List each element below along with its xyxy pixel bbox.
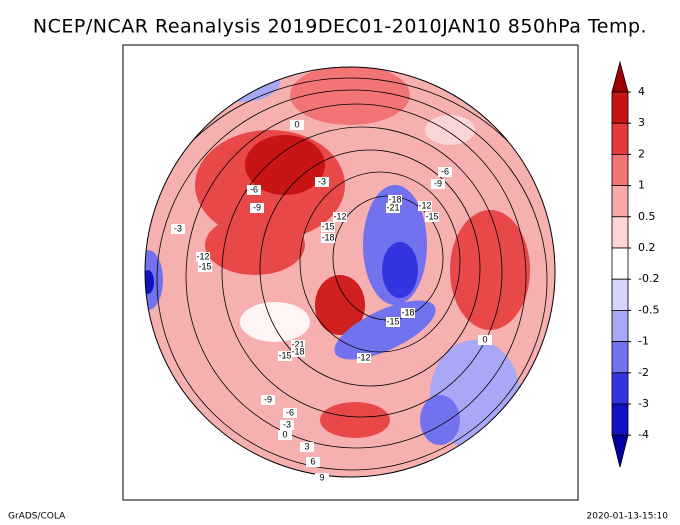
colorbar-band <box>611 153 629 186</box>
contour-label: -18 <box>388 194 401 204</box>
contour-label: -21 <box>386 202 399 212</box>
colorbar-tick-label: 2 <box>638 147 645 160</box>
contour-label: -12 <box>418 200 431 210</box>
contour-label: 0 <box>294 119 299 129</box>
contour-label-bg <box>198 262 212 272</box>
contour-label: -15 <box>198 261 211 271</box>
colorbar-top-triangle <box>611 60 629 93</box>
contour-label: -18 <box>401 307 414 317</box>
contour-label-bg <box>388 195 402 205</box>
colorbar-tick-label: -0.5 <box>638 303 659 316</box>
contour-label-bg <box>321 233 335 243</box>
colorbar-tick-label: 0.2 <box>638 241 656 254</box>
contour-label-bg <box>315 473 329 483</box>
contour-label: -15 <box>425 211 438 221</box>
contour-label: -9 <box>253 202 261 212</box>
contour-label-bg <box>300 442 314 452</box>
colorbar-band <box>611 122 629 155</box>
contour-label-bg <box>261 395 275 405</box>
colorbar-tick-label: 4 <box>638 85 645 98</box>
contour-label-bg <box>291 347 305 357</box>
colorbar-band <box>611 91 629 124</box>
colorbar-band <box>611 185 629 218</box>
contour-label: -6 <box>250 184 258 194</box>
contour-label: -12 <box>333 211 346 221</box>
contour-label: -12 <box>196 251 209 261</box>
contour-label-bg <box>386 317 400 327</box>
colorbar-tick-label: -1 <box>638 335 649 348</box>
contour-label-bg <box>425 212 439 222</box>
contour-label-bg <box>247 185 261 195</box>
colorbar-band <box>611 247 629 280</box>
contour-label: -15 <box>321 221 334 231</box>
contour-label: -3 <box>174 223 182 233</box>
contour-label: -3 <box>283 419 291 429</box>
colorbar-tick-label: 3 <box>638 116 645 129</box>
contour-label-bg <box>250 203 264 213</box>
contour-label: -6 <box>286 407 294 417</box>
colorbar-tick-label: -2 <box>638 366 649 379</box>
contour-label-bg <box>386 203 400 213</box>
colorbar-tick-label: -4 <box>638 428 649 441</box>
contour-label-bg <box>478 335 492 345</box>
colorbar-tick-label: 1 <box>638 179 645 192</box>
contour-label-bg <box>278 351 292 361</box>
footer-right: 2020-01-13-15:10 <box>587 512 669 522</box>
colorbar-band <box>611 372 629 405</box>
contour-label-bg <box>280 420 294 430</box>
colorbar-tick-label: -0.2 <box>638 272 659 285</box>
contour-label: 3 <box>304 441 309 451</box>
map-boundary <box>144 66 556 478</box>
footer-left: GrADS/COLA <box>8 512 66 522</box>
map-frame <box>122 44 579 501</box>
contour-label: 0 <box>482 334 487 344</box>
colorbar-band <box>611 278 629 311</box>
contour-label-bg <box>401 308 415 318</box>
contour-label: 9 <box>319 472 324 482</box>
colorbar-bottom-triangle <box>611 434 629 468</box>
contour-label-bg <box>438 167 452 177</box>
contour-label: -9 <box>264 394 272 404</box>
colorbar-band <box>611 216 629 249</box>
colorbar-band <box>611 341 629 374</box>
contour-label-bg <box>315 177 329 187</box>
colorbar-tick-label: 0.5 <box>638 210 656 223</box>
title: NCEP/NCAR Reanalysis 2019DEC01-2010JAN10… <box>33 16 647 38</box>
contour-label-bg <box>418 201 432 211</box>
contour-label: -15 <box>278 350 291 360</box>
colorbar-band <box>611 309 629 342</box>
contour-label-bg <box>333 212 347 222</box>
contour-label-bg <box>196 252 210 262</box>
contour-label: -18 <box>291 346 304 356</box>
contour-label: -15 <box>386 316 399 326</box>
contour-label-bg <box>431 179 445 189</box>
colorbar-band <box>611 403 629 436</box>
contour-label: -3 <box>318 176 326 186</box>
contour-label-bg <box>290 120 304 130</box>
contour-label-bg <box>321 222 335 232</box>
contour-label: -21 <box>291 339 304 349</box>
contour-label: -6 <box>441 166 449 176</box>
contour-label-bg <box>291 340 305 350</box>
contour-label: -9 <box>434 178 442 188</box>
contour-label-bg <box>171 224 185 234</box>
contour-label: -18 <box>321 232 334 242</box>
contour-label-bg <box>306 457 320 467</box>
contour-label-bg <box>357 353 371 363</box>
contour-label: -12 <box>357 352 370 362</box>
contour-label-bg <box>283 408 297 418</box>
contour-label: 6 <box>310 456 315 466</box>
contour-label: 0 <box>282 429 287 439</box>
temperature-field <box>145 67 555 477</box>
colorbar-tick-label: -3 <box>638 397 649 410</box>
contour-label-bg <box>278 430 292 440</box>
